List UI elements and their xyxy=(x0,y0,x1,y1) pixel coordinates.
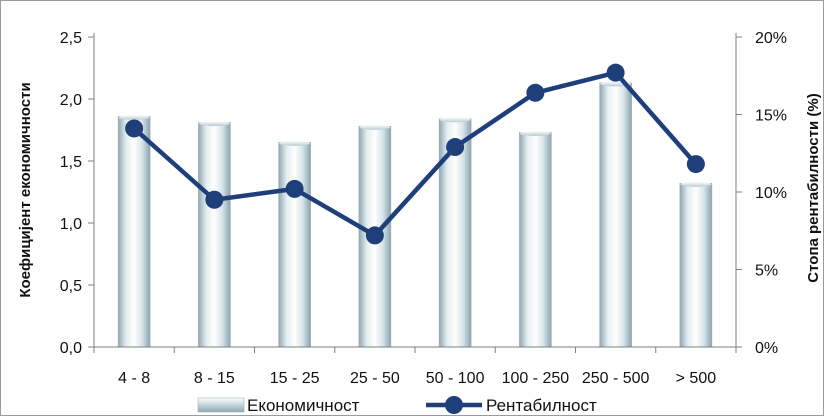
line-rentabilnost xyxy=(132,70,698,238)
legend: Економичност Рентабилност xyxy=(197,396,597,415)
y2-tick-label-1: 5% xyxy=(755,263,778,280)
x-tick-label-2: 15 - 25 xyxy=(270,370,320,387)
line-series-group xyxy=(125,63,705,245)
y-tick-label-0: 0,0 xyxy=(60,340,82,357)
bar-cap-4 xyxy=(439,117,471,123)
bar-cap-2 xyxy=(279,140,311,146)
x-tick-label-0: 4 - 8 xyxy=(118,370,150,387)
line-point-5 xyxy=(526,83,545,102)
bars-group xyxy=(117,81,713,348)
line-point-0 xyxy=(125,119,144,138)
bar-2 xyxy=(278,142,311,348)
bar-cap-1 xyxy=(198,121,230,127)
legend-swatch-marker xyxy=(445,396,463,414)
legend-label-line: Рентабилност xyxy=(486,396,597,415)
bar-cap-3 xyxy=(359,124,391,130)
y-tick-label-1: 0,5 xyxy=(60,278,82,295)
bar-7 xyxy=(679,183,713,348)
y2-tick-label-4: 20% xyxy=(755,30,787,47)
y-tick-label-2: 1,0 xyxy=(60,216,82,233)
axes-group xyxy=(88,33,742,353)
bar-cap-0 xyxy=(118,114,150,120)
bar-cap-5 xyxy=(519,130,551,136)
bar-5 xyxy=(519,132,552,348)
line-point-3 xyxy=(365,226,384,245)
y-tick-label-4: 2,0 xyxy=(60,92,82,109)
y2-axis-title: Стопа рентабилности (%) xyxy=(805,93,822,282)
line-point-1 xyxy=(205,190,224,209)
x-tick-label-3: 25 - 50 xyxy=(350,370,400,387)
legend-label-bar: Економичност xyxy=(247,396,360,415)
x-tick-label-5: 100 - 250 xyxy=(502,370,570,387)
bar-1 xyxy=(198,122,231,348)
bar-cap-7 xyxy=(680,181,712,187)
line-point-6 xyxy=(606,63,625,82)
x-tick-label-4: 50 - 100 xyxy=(426,370,485,387)
y2-tick-label-3: 15% xyxy=(755,108,787,125)
line-point-2 xyxy=(285,179,304,198)
bar-6 xyxy=(599,82,632,348)
y-axis-title: Коефицијент економичности xyxy=(17,82,34,297)
y2-tick-label-0: 0% xyxy=(755,340,778,357)
y-tick-label-5: 2,5 xyxy=(60,30,82,47)
y2-tick-label-2: 10% xyxy=(755,185,787,202)
x-tick-label-1: 8 - 15 xyxy=(194,370,235,387)
labels-group: 0,0 0,5 1,0 1,5 2,0 2,5 0% 5% 10% 15% 20% 4 - 8 8 - … xyxy=(17,30,822,387)
line-point-4 xyxy=(446,138,465,157)
x-tick-label-7: > 500 xyxy=(676,370,717,387)
bar-0 xyxy=(117,116,151,348)
line-point-7 xyxy=(686,155,705,174)
x-tick-label-6: 250 - 500 xyxy=(582,370,650,387)
legend-swatch-bar xyxy=(197,397,245,413)
y-tick-label-3: 1,5 xyxy=(60,154,82,171)
